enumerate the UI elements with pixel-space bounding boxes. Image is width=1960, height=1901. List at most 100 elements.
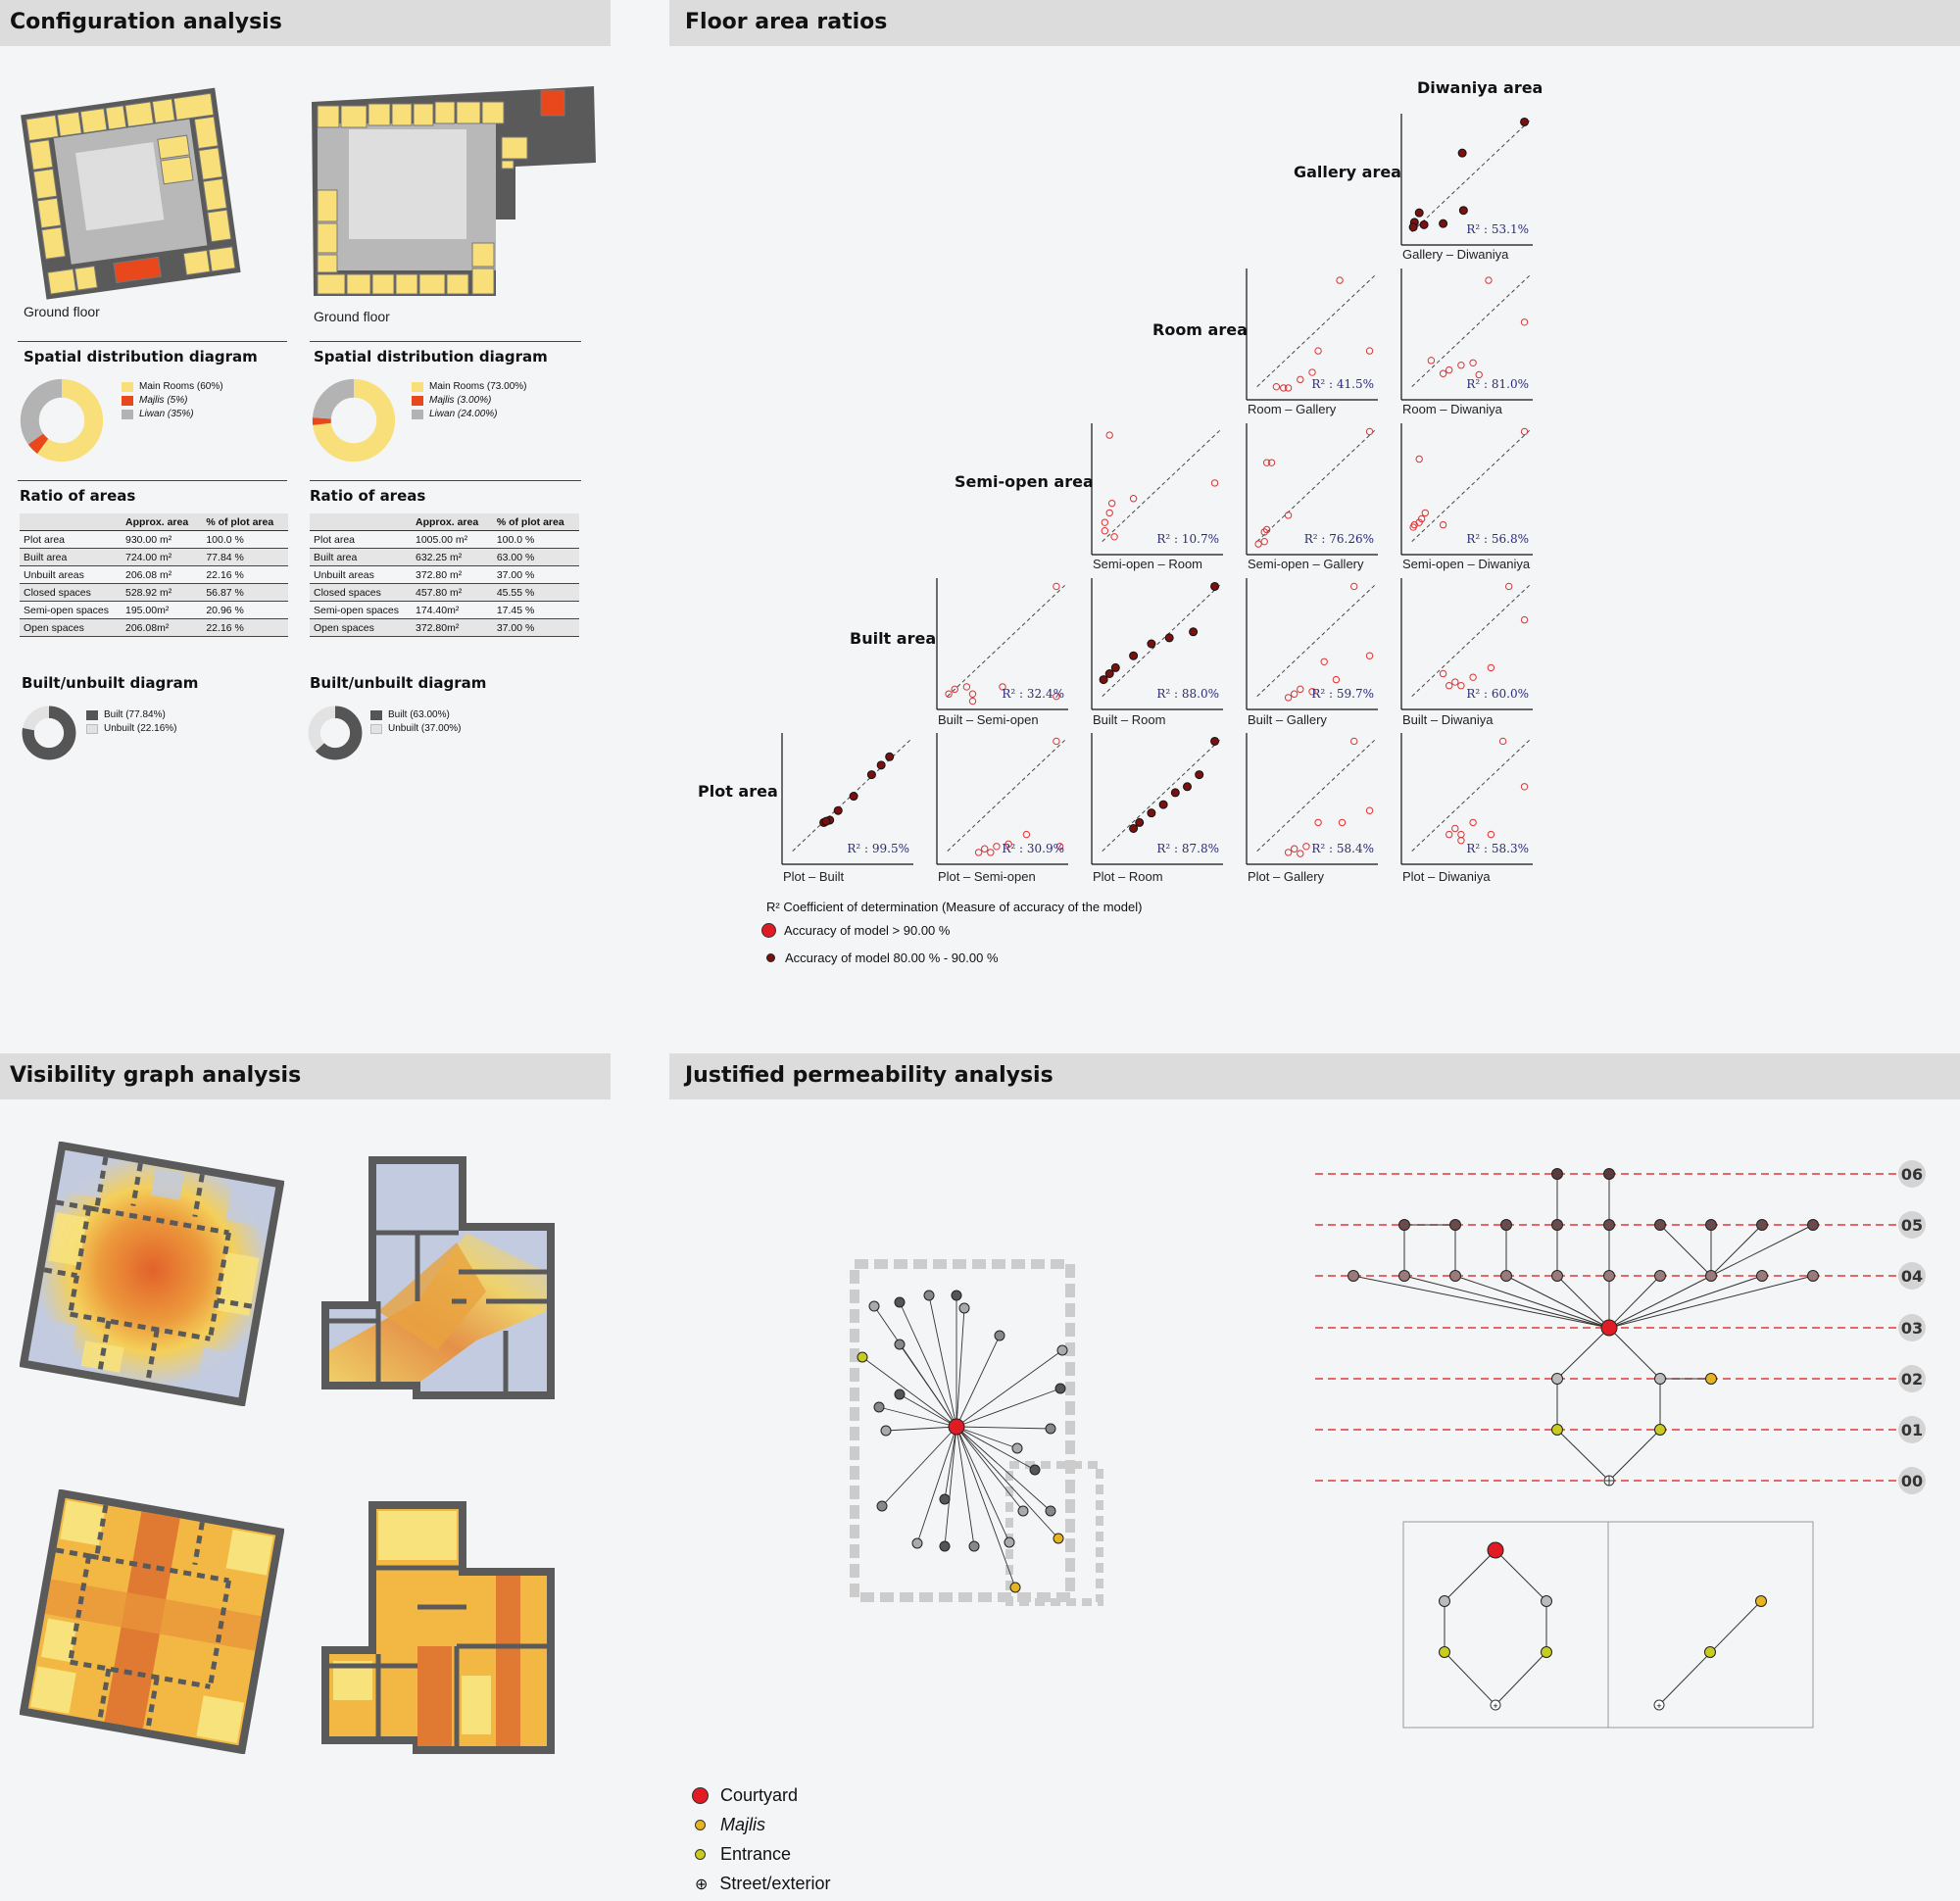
graph-edge (956, 1335, 1001, 1428)
legend-liwan: Liwan (24.00%) (412, 409, 497, 419)
data-point (951, 685, 958, 694)
table-row: Plot area 1005.00 m² 100.0 % (310, 530, 579, 549)
data-point (945, 690, 953, 698)
trend-line (1256, 739, 1376, 852)
graph-edge (1608, 1275, 1712, 1329)
legend-entrance: Entrance (695, 1844, 791, 1865)
donut-slice-unbuilt (308, 706, 363, 760)
data-point (833, 805, 843, 815)
data-point (1469, 359, 1477, 366)
data-point (1101, 527, 1109, 535)
trend-line (1256, 429, 1376, 542)
graph-node (894, 1389, 906, 1400)
graph-node (1011, 1442, 1023, 1454)
graph-edge (956, 1426, 1018, 1449)
data-point (1164, 633, 1174, 643)
level-label: 04 (1901, 1267, 1923, 1286)
data-point (1314, 818, 1322, 827)
data-point (974, 849, 983, 856)
data-point (1415, 455, 1423, 463)
r2-value: R² : 53.1% (1466, 222, 1529, 236)
graph-edge (1556, 1275, 1610, 1329)
data-point (1458, 206, 1468, 216)
scatter-plot: R² : 58.4% (1246, 733, 1378, 865)
graph-node (939, 1493, 951, 1505)
plot-label: Plot – Built (783, 869, 845, 884)
data-point (1260, 528, 1268, 536)
graph-edge (1608, 1275, 1763, 1329)
graph-edge (1608, 1275, 1661, 1329)
data-point (1338, 818, 1347, 827)
graph-node (1705, 1270, 1717, 1282)
table-row: Closed spaces 457.80 m² 45.55 % (310, 583, 579, 602)
data-point (1520, 427, 1529, 436)
legend-main-rooms: Main Rooms (60%) (122, 381, 223, 392)
data-point (1110, 662, 1120, 672)
graph-edge (956, 1426, 1059, 1539)
data-point (1210, 736, 1220, 746)
data-point (1457, 362, 1465, 369)
data-point (1262, 459, 1271, 466)
data-point (1272, 382, 1281, 391)
graph-node (1551, 1219, 1563, 1231)
data-point (1446, 682, 1453, 690)
graph-node (1398, 1270, 1410, 1282)
level-label: 06 (1901, 1165, 1923, 1184)
data-point (1439, 219, 1448, 228)
vga-visual-integration-house-2 (321, 1156, 555, 1399)
ratio-table-house-1: Approx. area% of plot area Plot area 930.… (20, 513, 288, 637)
data-point (993, 843, 1001, 851)
data-point (1053, 737, 1060, 746)
data-point (1446, 366, 1453, 374)
spatial-donut-house-1 (20, 378, 104, 463)
data-point (1439, 669, 1447, 678)
header-floor-area-ratios: Floor area ratios (669, 0, 1960, 46)
data-point (1129, 824, 1139, 833)
row-title-room: Room area (1152, 320, 1248, 339)
level-badge (1898, 1211, 1926, 1239)
data-point (1485, 276, 1493, 284)
scatter-plot: R² : 41.5% (1246, 268, 1378, 401)
graph-node (1439, 1595, 1450, 1607)
data-point (1336, 276, 1344, 284)
r2-value: R² : 76.26% (1304, 532, 1374, 546)
graph-edge (1352, 1275, 1610, 1329)
graph-edge (1710, 1224, 1814, 1277)
data-point (1284, 512, 1293, 519)
vga-connectivity-house-1 (20, 1489, 284, 1754)
trend-line (1256, 584, 1376, 697)
data-point (1520, 318, 1529, 326)
graph-node (1551, 1270, 1563, 1282)
trend-line (1102, 584, 1221, 697)
trend-line (1102, 429, 1221, 542)
legend-built: Built (77.84%) (86, 709, 166, 720)
plot-label: Semi-open – Room (1093, 557, 1202, 571)
legend-unbuilt: Unbuilt (22.16%) (86, 723, 176, 734)
graph-edge (956, 1349, 1063, 1428)
r2-value: R² : 81.0% (1466, 377, 1529, 391)
majlis-node (1755, 1595, 1767, 1607)
row-title-plot: Plot area (698, 782, 778, 801)
data-point (1147, 808, 1156, 818)
r2-value: R² : 60.0% (1466, 687, 1529, 701)
table-row: Unbuilt areas 372.80 m² 37.00 % (310, 565, 579, 584)
row-title-built: Built area (850, 629, 937, 648)
level-badge (1898, 1365, 1926, 1392)
data-point (1417, 514, 1426, 523)
plot-label: Plot – Room (1093, 869, 1163, 884)
majlis-node (1705, 1373, 1717, 1385)
header-justified-permeability-analysis: Justified permeability analysis (669, 1053, 1960, 1099)
data-point (1284, 384, 1293, 392)
data-point (1457, 682, 1465, 690)
graph-edge (899, 1393, 957, 1428)
data-point (1053, 582, 1060, 591)
data-point (1297, 375, 1304, 384)
graph-node (1551, 1168, 1563, 1180)
graph-node (1056, 1344, 1068, 1356)
r2-legend: R² Coefficient of determination (Measure… (766, 900, 1143, 914)
entrance-node (1551, 1424, 1563, 1436)
data-point (1135, 817, 1145, 827)
data-point (1170, 788, 1180, 798)
plot-label: Built – Diwaniya (1402, 712, 1494, 727)
col-header (310, 513, 412, 531)
